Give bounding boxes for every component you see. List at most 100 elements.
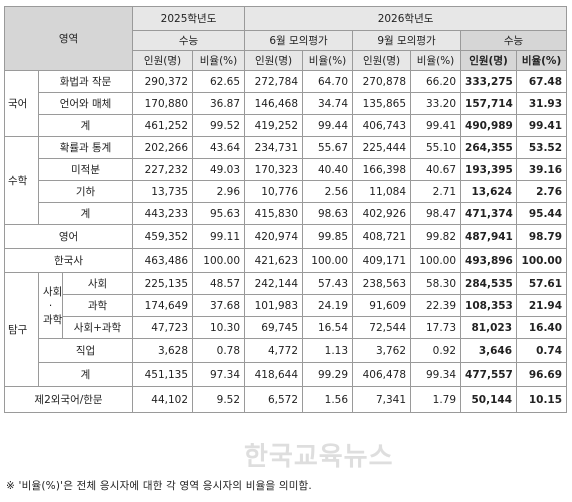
subgroup-line: · (48, 299, 53, 312)
cell: 170,323 (244, 158, 304, 181)
cell: 48.57 (192, 272, 246, 295)
cell: 91,609 (352, 294, 412, 317)
cell: 242,144 (244, 272, 304, 295)
row-label: 화법과 작문 (37, 70, 134, 93)
cell: 2.56 (302, 180, 354, 203)
cell: 99.29 (302, 362, 354, 387)
cell: 238,563 (352, 272, 412, 295)
row-label-history: 한국사 (3, 248, 134, 273)
cell: 174,649 (132, 294, 194, 317)
cell: 193,395 (460, 158, 518, 181)
table-row: 영어 459,352 99.11 420,974 99.85 408,721 9… (3, 224, 568, 249)
cell: 1.56 (302, 386, 354, 413)
row-label-total: 계 (37, 114, 134, 137)
table-row: 탐구 사회 · 과학 사회 225,135 48.57 242,144 57.4… (4, 272, 568, 387)
cell: 55.10 (410, 136, 462, 159)
cell: 16.40 (516, 316, 568, 339)
cell: 146,468 (244, 92, 304, 115)
subgroup-label-social-science: 사회 · 과학 (38, 272, 63, 339)
cell: 96.69 (516, 362, 568, 387)
subgroup-line: 사회 (43, 285, 63, 298)
header-count: 인원(명) (244, 50, 304, 71)
cell: 418,644 (244, 362, 304, 387)
cell: 2.96 (192, 180, 246, 203)
row-label-total: 계 (37, 362, 134, 387)
cell: 202,266 (132, 136, 194, 159)
cell: 284,535 (460, 272, 518, 295)
cell: 0.74 (516, 338, 568, 363)
cell: 490,989 (460, 114, 518, 137)
header-2025-suneung: 수능 (132, 30, 246, 51)
cell: 170,880 (132, 92, 194, 115)
cell: 99.41 (410, 114, 462, 137)
table-row: 미적분 227,232 49.03 170,323 40.40 166,398 … (5, 158, 568, 181)
cell: 108,353 (460, 294, 518, 317)
cell: 234,731 (244, 136, 304, 159)
cell: 34.74 (302, 92, 354, 115)
cell: 10,776 (244, 180, 304, 203)
cell: 3,762 (352, 338, 412, 363)
cell: 406,743 (352, 114, 412, 137)
row-label-total: 계 (37, 202, 134, 225)
table-row: 과학 174,649 37.68 101,983 24.19 91,609 22… (5, 294, 568, 317)
header-count: 인원(명) (132, 50, 194, 71)
table-row: 한국사 463,486 100.00 421,623 100.00 409,17… (3, 248, 568, 273)
header-ratio: 비율(%) (516, 50, 568, 71)
cell: 99.82 (410, 224, 462, 249)
cell: 100.00 (516, 248, 568, 273)
cell: 471,374 (460, 202, 518, 225)
cell: 97.34 (192, 362, 246, 387)
cell: 2.71 (410, 180, 462, 203)
cell: 6,572 (244, 386, 304, 413)
table-row: 수학 확률과 통계 202,266 43.64 234,731 55.67 22… (4, 136, 568, 225)
cell: 270,878 (352, 70, 412, 93)
row-label: 미적분 (37, 158, 134, 181)
cell: 135,865 (352, 92, 412, 115)
cell: 72,544 (352, 316, 412, 339)
cell: 0.78 (192, 338, 246, 363)
cell: 487,941 (460, 224, 518, 249)
cell: 33.20 (410, 92, 462, 115)
cell: 1.79 (410, 386, 462, 413)
cell: 99.11 (192, 224, 246, 249)
cell: 420,974 (244, 224, 304, 249)
cell: 37.68 (192, 294, 246, 317)
cell: 100.00 (410, 248, 462, 273)
table-row: 기하 13,735 2.96 10,776 2.56 11,084 2.71 1… (5, 180, 568, 203)
cell: 49.03 (192, 158, 246, 181)
cell: 10.30 (192, 316, 246, 339)
header-ratio: 비율(%) (302, 50, 354, 71)
cell: 44,102 (132, 386, 194, 413)
cell: 459,352 (132, 224, 194, 249)
subgroup-line: 과학 (43, 313, 63, 326)
header-ratio: 비율(%) (410, 50, 462, 71)
group-label-korean: 국어 (4, 70, 39, 137)
cell: 57.43 (302, 272, 354, 295)
table-row: 사회+과학 47,723 10.30 69,745 16.54 72,544 1… (5, 316, 568, 339)
cell: 1.13 (302, 338, 354, 363)
cell: 421,623 (244, 248, 304, 273)
footnote: ※ '비율(%)'은 전체 응시자에 대한 각 영역 응시자의 비율을 의미함. (6, 480, 312, 492)
table-row: 계 461,252 99.52 419,252 99.44 406,743 99… (5, 114, 568, 137)
row-label: 언어와 매체 (37, 92, 134, 115)
cell: 39.16 (516, 158, 568, 181)
cell: 98.63 (302, 202, 354, 225)
cell: 9.52 (192, 386, 246, 413)
row-label: 직업 (37, 338, 134, 363)
statistics-table: 영역 2025학년도 2026학년도 수능 6월 모의평가 9월 모의평가 수능… (3, 6, 568, 413)
cell: 58.30 (410, 272, 462, 295)
cell: 3,646 (460, 338, 518, 363)
table-row: 제2외국어/한문 44,102 9.52 6,572 1.56 7,341 1.… (3, 386, 568, 413)
cell: 290,372 (132, 70, 194, 93)
header-2026-suneung: 수능 (460, 30, 568, 51)
cell: 225,135 (132, 272, 194, 295)
cell: 53.52 (516, 136, 568, 159)
cell: 157,714 (460, 92, 518, 115)
cell: 21.94 (516, 294, 568, 317)
cell: 98.79 (516, 224, 568, 249)
group-label-math: 수학 (4, 136, 39, 225)
cell: 24.19 (302, 294, 354, 317)
cell: 11,084 (352, 180, 412, 203)
cell: 101,983 (244, 294, 304, 317)
row-label-foreign: 제2외국어/한문 (3, 386, 134, 413)
